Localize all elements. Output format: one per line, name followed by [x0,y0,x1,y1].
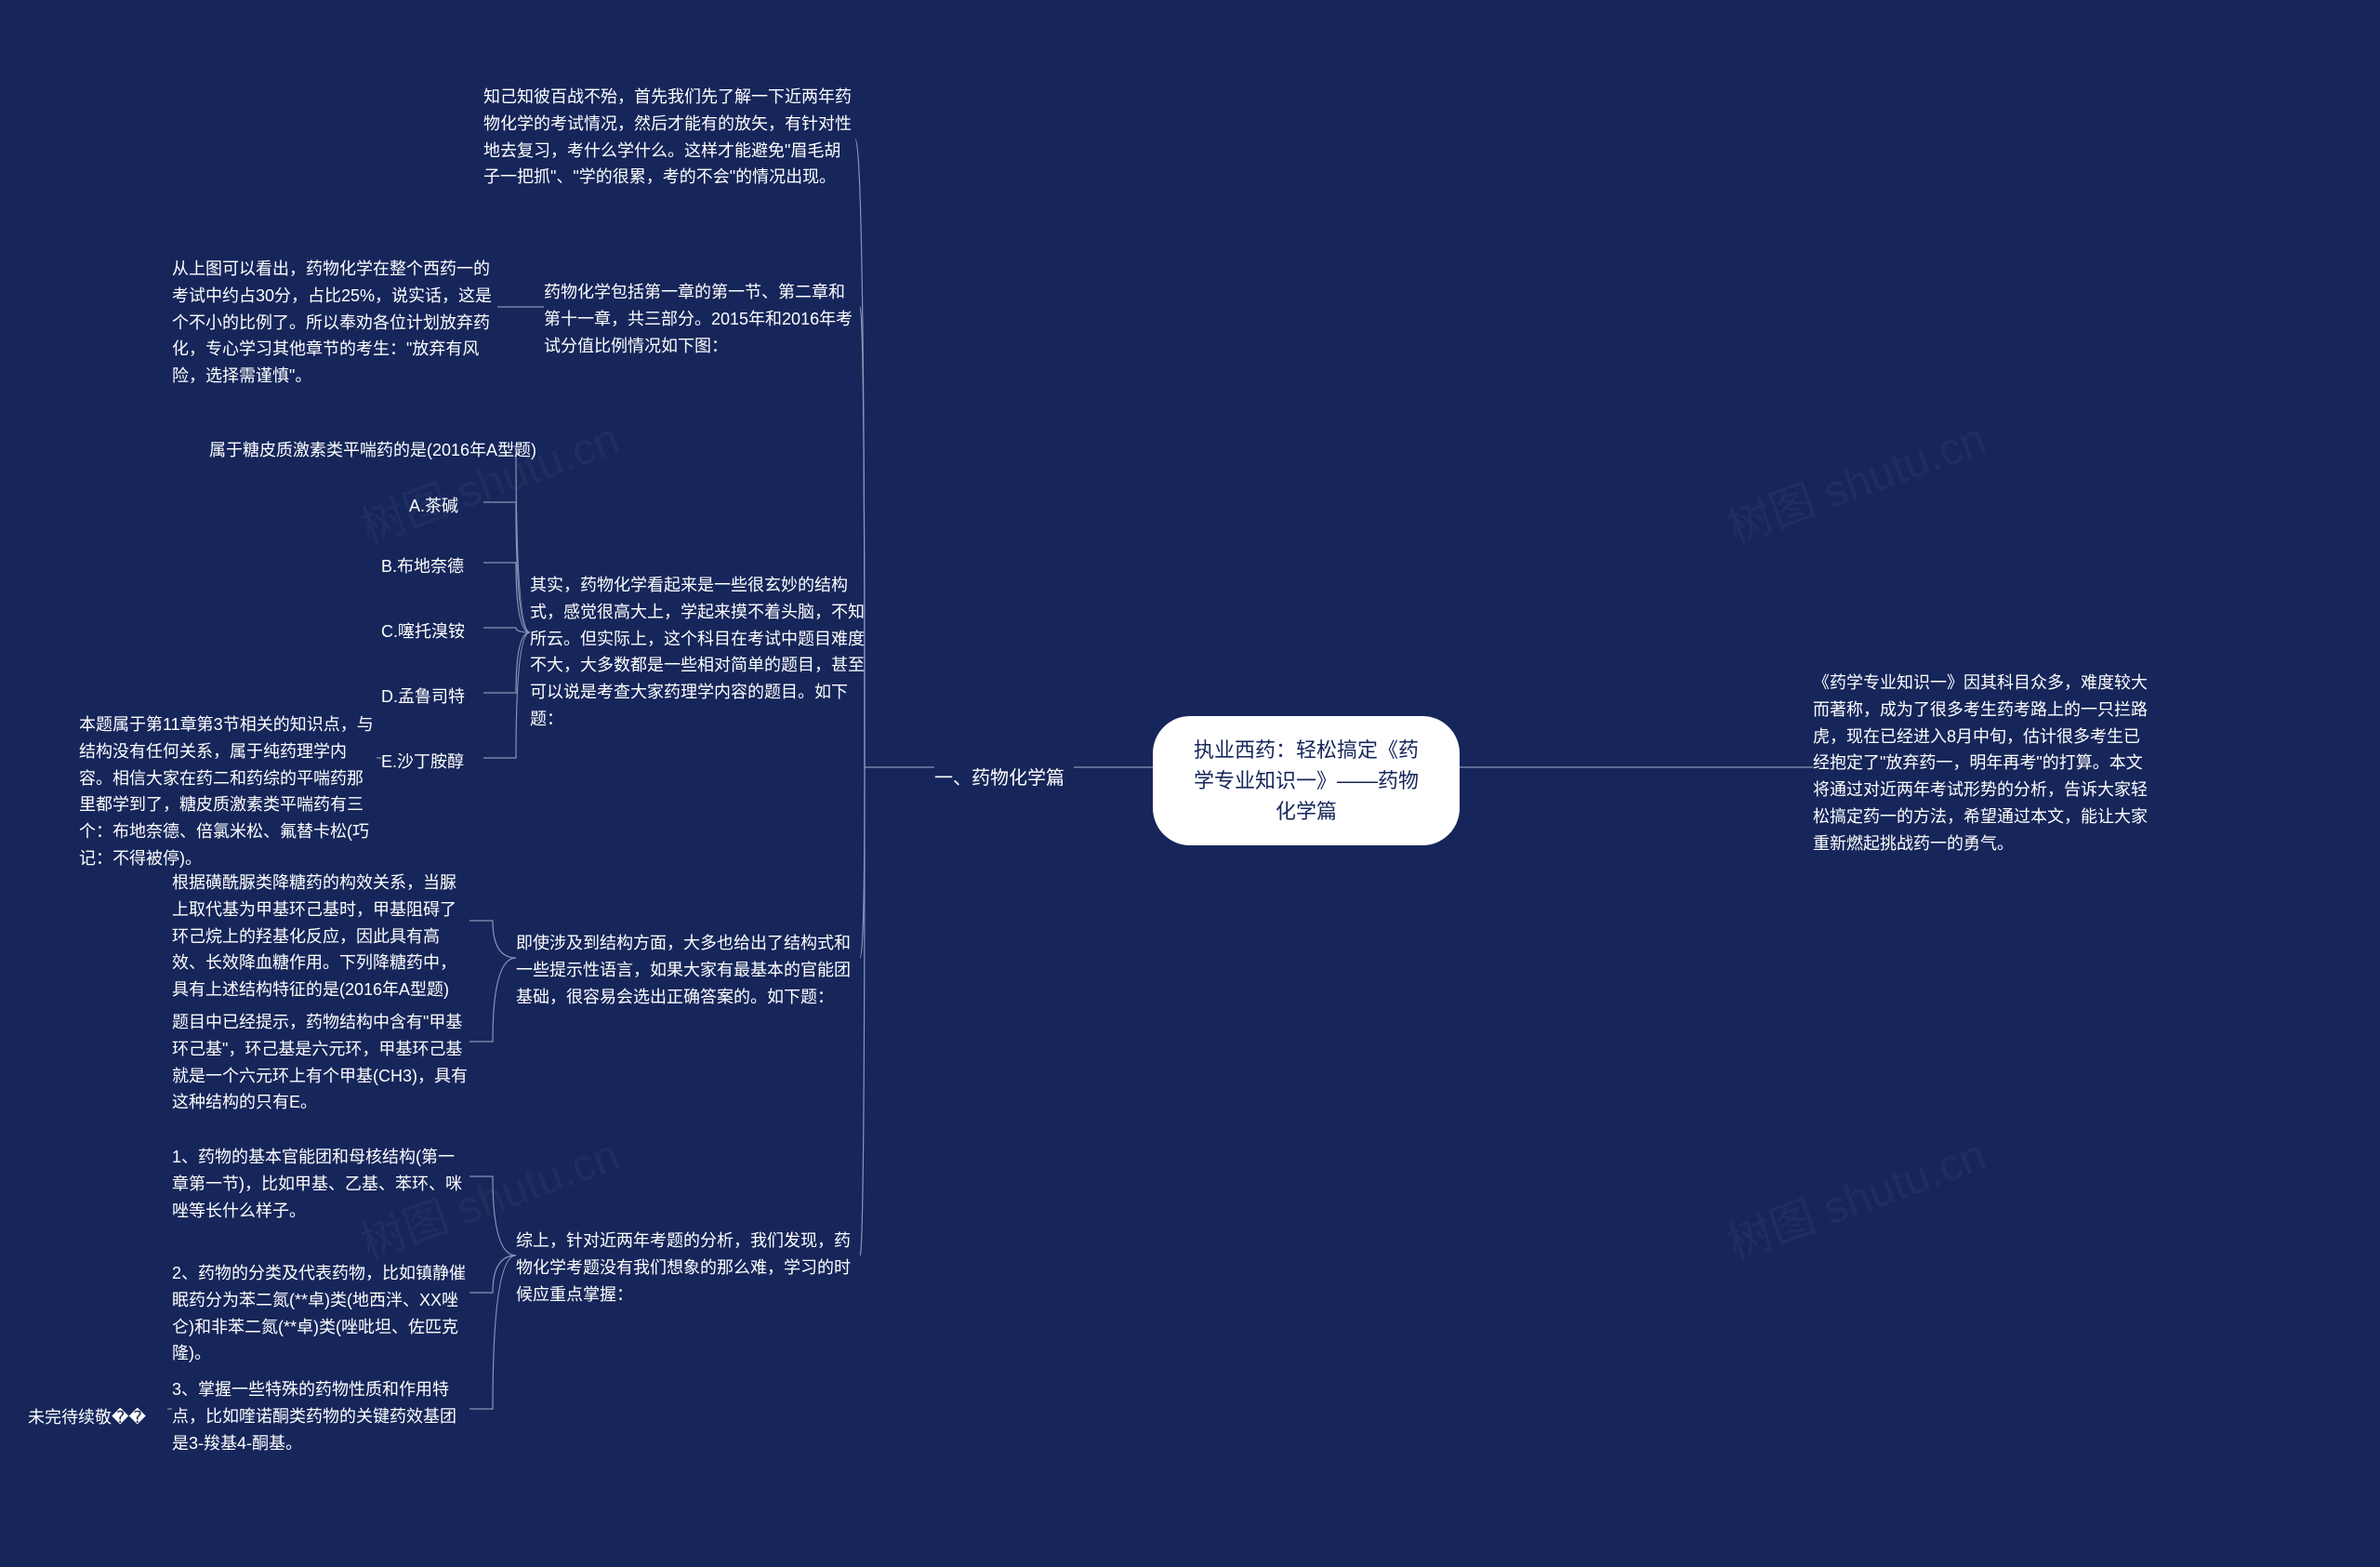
branch-option-b[interactable]: B.布地奈德 [381,553,483,580]
branch-difficulty[interactable]: 其实，药物化学看起来是一些很玄妙的结构式，感觉很高大上，学起来摸不着头脑，不知所… [530,572,865,733]
watermark: 树图 shutu.cn [1717,1118,1993,1271]
branch-question-stem[interactable]: 属于糖皮质激素类平喘药的是(2016年A型题) [209,437,562,464]
watermark: 树图 shutu.cn [1717,402,1993,555]
branch-score-ratio[interactable]: 药物化学包括第一章的第一节、第二章和第十一章，共三部分。2015年和2016年考… [544,279,860,359]
branch-option-e[interactable]: E.沙丁胺醇 [381,749,483,776]
branch-structure-q[interactable]: 根据磺酰脲类降糖药的构效关系，当脲上取代基为甲基环己基时，甲基阻碍了环己烷上的羟… [172,870,469,1003]
branch-summary-1[interactable]: 1、药物的基本官能团和母核结构(第一章第一节)，比如甲基、乙基、苯环、咪唑等长什… [172,1144,469,1224]
branch-summary[interactable]: 综上，针对近两年考题的分析，我们发现，药物化学考题没有我们想象的那么难，学习的时… [516,1228,860,1308]
branch-summary-2[interactable]: 2、药物的分类及代表药物，比如镇静催眠药分为苯二氮(**卓)类(地西泮、XX唑仑… [172,1260,469,1367]
branch-structure-a[interactable]: 题目中已经提示，药物结构中含有"甲基环己基"，环己基是六元环，甲基环己基就是一个… [172,1009,469,1116]
center-node[interactable]: 执业西药：轻松搞定《药学专业知识一》——药物化学篇 [1153,716,1460,845]
branch-structure[interactable]: 即使涉及到结构方面，大多也给出了结构式和一些提示性语言，如果大家有最基本的官能团… [516,930,860,1010]
branch-option-c[interactable]: C.噻托溴铵 [381,618,483,645]
branch-summary-3[interactable]: 3、掌握一些特殊的药物性质和作用特点，比如喹诺酮类药物的关键药效基团是3-羧基4… [172,1376,469,1456]
branch-intro[interactable]: 知己知彼百战不殆，首先我们先了解一下近两年药物化学的考试情况，然后才能有的放矢，… [483,84,855,191]
watermark: 树图 shutu.cn [350,402,627,555]
branch-option-e-explain[interactable]: 本题属于第11章第3节相关的知识点，与结构没有任何关系，属于纯药理学内容。相信大… [79,711,377,872]
branch-tbc[interactable]: 未完待续敬�� [28,1404,167,1431]
branch-option-d[interactable]: D.孟鲁司特 [381,684,483,710]
section-label[interactable]: 一、药物化学篇 [934,763,1064,790]
right-summary-node[interactable]: 《药学专业知识一》因其科目众多，难度较大而著称，成为了很多考生药考路上的一只拦路… [1813,670,2148,857]
branch-score-ratio-child[interactable]: 从上图可以看出，药物化学在整个西药一的考试中约占30分，占比25%，说实话，这是… [172,256,497,390]
branch-option-a[interactable]: A.茶碱 [409,493,483,520]
